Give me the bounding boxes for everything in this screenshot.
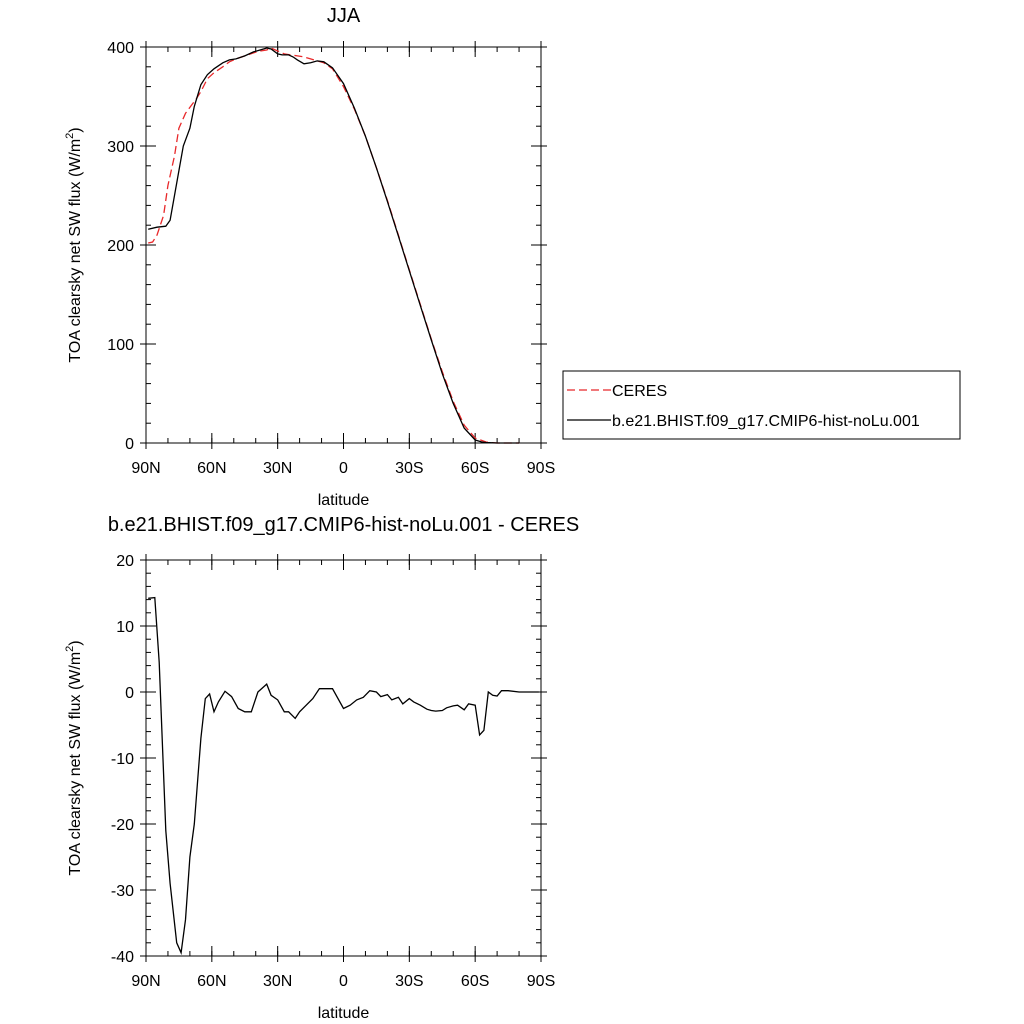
y-tick-label: -20 bbox=[111, 817, 134, 834]
x-tick-label: 90N bbox=[131, 973, 160, 990]
x-tick-label: 90N bbox=[131, 460, 160, 477]
series-line-1 bbox=[148, 47, 520, 444]
y-axis-title: TOA clearsky net SW flux (W/m2) bbox=[64, 127, 84, 362]
x-tick-label: 30S bbox=[395, 973, 423, 990]
y-tick-label: -40 bbox=[111, 949, 134, 966]
y-tick-label: 0 bbox=[125, 685, 134, 702]
y-tick-label: 300 bbox=[107, 139, 134, 156]
bottom-panel-difference: b.e21.BHIST.f09_g17.CMIP6-hist-noLu.001 … bbox=[64, 514, 579, 1022]
chart-title: b.e21.BHIST.f09_g17.CMIP6-hist-noLu.001 … bbox=[108, 514, 579, 536]
x-tick-label: 0 bbox=[339, 973, 348, 990]
y-axis-title-text: TOA clearsky net SW flux (W/m bbox=[67, 139, 84, 363]
chart-title: JJA bbox=[327, 5, 361, 27]
y-tick-label: 0 bbox=[125, 436, 134, 453]
legend-box bbox=[562, 370, 961, 440]
legend-label-1: b.e21.BHIST.f09_g17.CMIP6-hist-noLu.001 bbox=[612, 413, 920, 430]
x-axis-title: latitude bbox=[318, 492, 370, 509]
x-tick-label: 30N bbox=[263, 973, 292, 990]
plot-frame bbox=[145, 559, 542, 957]
y-axis-title-superscript: 2 bbox=[64, 133, 76, 139]
x-axis-title: latitude bbox=[318, 1005, 370, 1022]
x-tick-label: 90S bbox=[527, 460, 555, 477]
legend-label-0: CERES bbox=[612, 383, 667, 400]
x-tick-label: 60N bbox=[197, 460, 226, 477]
x-tick-label: 90S bbox=[527, 973, 555, 990]
top-panel-jja: JJA 90N 60N 30N 0 30S 60S 90S 0 100 200 300 400 latit… bbox=[64, 5, 961, 509]
x-tick-label: 30N bbox=[263, 460, 292, 477]
x-tick-label: 60S bbox=[461, 973, 489, 990]
y-axis-title: TOA clearsky net SW flux (W/m2) bbox=[64, 640, 84, 875]
x-tick-label: 60N bbox=[197, 973, 226, 990]
y-axis-title-text: TOA clearsky net SW flux (W/m bbox=[67, 652, 84, 876]
y-axis-title-close: ) bbox=[67, 127, 84, 132]
y-tick-label: 20 bbox=[116, 553, 134, 570]
y-tick-label: -30 bbox=[111, 883, 134, 900]
y-tick-label: 10 bbox=[116, 619, 134, 636]
series-line-0 bbox=[148, 47, 520, 444]
x-tick-label: 30S bbox=[395, 460, 423, 477]
y-tick-label: -10 bbox=[111, 751, 134, 768]
y-tick-label: 200 bbox=[107, 238, 134, 255]
y-tick-label: 100 bbox=[107, 337, 134, 354]
y-axis-title-superscript: 2 bbox=[64, 646, 76, 652]
series-line-0 bbox=[148, 596, 539, 956]
x-tick-label: 60S bbox=[461, 460, 489, 477]
y-axis-title-close: ) bbox=[67, 640, 84, 645]
y-tick-label: 400 bbox=[107, 40, 134, 57]
x-tick-label: 0 bbox=[339, 460, 348, 477]
plot-frame bbox=[145, 46, 542, 444]
